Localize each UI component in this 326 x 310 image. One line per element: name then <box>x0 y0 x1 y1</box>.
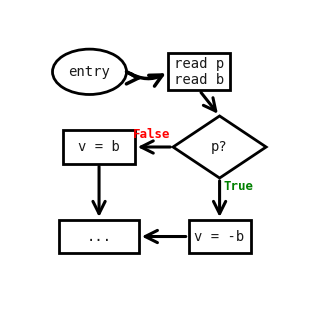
FancyBboxPatch shape <box>59 220 139 253</box>
FancyBboxPatch shape <box>63 130 135 164</box>
FancyBboxPatch shape <box>168 53 230 90</box>
Text: ...: ... <box>86 229 111 244</box>
Text: p?: p? <box>211 140 228 154</box>
Text: False: False <box>133 128 170 141</box>
Text: True: True <box>223 180 253 193</box>
Text: entry: entry <box>68 65 111 79</box>
Polygon shape <box>173 116 266 178</box>
FancyBboxPatch shape <box>188 220 251 253</box>
Text: read p
read b: read p read b <box>174 57 224 87</box>
Text: v = b: v = b <box>78 140 120 154</box>
Ellipse shape <box>52 49 126 95</box>
Text: v = -b: v = -b <box>195 229 245 244</box>
